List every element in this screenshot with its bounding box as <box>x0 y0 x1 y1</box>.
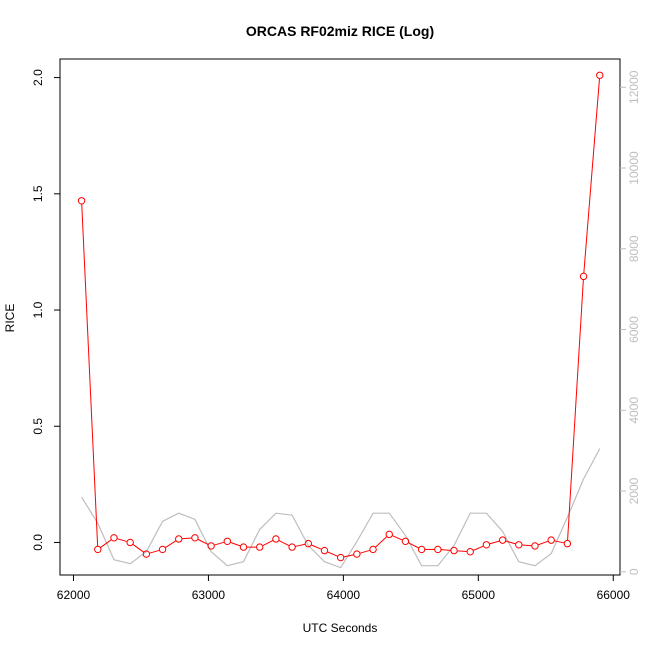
series-left-point-21 <box>417 545 426 554</box>
y-axis-label: RICE <box>3 304 17 333</box>
y2-tick-label-1: 2000 <box>627 477 641 504</box>
series-left-point-20 <box>401 537 410 545</box>
y-axis-right: 0 2000 4000 6000 8000 10000 12000 <box>620 70 641 575</box>
chart-title: ORCAS RF02miz RICE (Log) <box>246 23 434 39</box>
series-left-point-24 <box>466 548 474 556</box>
y2-tick-label-3: 6000 <box>627 316 641 343</box>
y-axis-left: 0.0 0.5 1.0 1.5 2.0 <box>31 69 60 551</box>
series-left-segment-7 <box>197 538 209 545</box>
x-tick-label-3: 65000 <box>462 588 496 602</box>
series-left-segment-31 <box>583 78 601 274</box>
x-tick-label-4: 66000 <box>597 588 631 602</box>
series-left-segment-6 <box>181 537 192 540</box>
y-tick-label-2: 1.0 <box>31 301 45 318</box>
series-left-segment-20 <box>408 542 420 549</box>
series-left-point-22 <box>434 545 442 554</box>
series-left-point-14 <box>304 539 312 548</box>
series-left-point-4 <box>142 550 151 558</box>
series-left-segment-11 <box>262 539 274 547</box>
x-tick-label-1: 63000 <box>192 588 226 602</box>
series-left-point-28 <box>531 542 539 550</box>
series-left-point-32 <box>596 71 604 79</box>
x-tick-label-0: 62000 <box>57 588 91 602</box>
series-left-segment-9 <box>230 541 241 547</box>
series-left-point-30 <box>563 539 572 548</box>
x-axis-label: UTC Seconds <box>303 621 378 635</box>
series-left-segment-23 <box>457 550 468 553</box>
series-left-segment-12 <box>278 539 290 547</box>
series-left-point-1 <box>94 545 102 554</box>
series-left-segment-19 <box>391 535 403 541</box>
series-left-point-3 <box>126 538 134 547</box>
series-left-point-9 <box>223 537 232 545</box>
y-tick-label-3: 1.5 <box>31 185 45 202</box>
series-left-point-11 <box>256 543 264 551</box>
series-left-segment-15 <box>327 551 338 557</box>
series-left-point-12 <box>272 535 280 543</box>
series-left-segment-30 <box>567 279 584 541</box>
series-left-point-29 <box>547 536 555 544</box>
series-left-point-6 <box>175 535 183 543</box>
series-left-point-2 <box>110 534 118 542</box>
y2-tick-label-4: 8000 <box>627 235 641 262</box>
series-left-point-16 <box>336 553 345 562</box>
series-left-segment-3 <box>132 543 145 553</box>
series-left-segment-5 <box>164 540 177 549</box>
series-left-segment-16 <box>343 554 354 558</box>
y-tick-label-1: 0.5 <box>31 418 45 435</box>
series-left-point-15 <box>320 546 329 555</box>
x-axis: 62000 63000 64000 65000 66000 <box>57 575 630 602</box>
series-left-segment-14 <box>311 544 322 550</box>
series-left-segment-8 <box>214 541 225 546</box>
series-left-point-13 <box>288 543 296 551</box>
series-left-point-23 <box>450 546 458 555</box>
series-left-point-19 <box>385 530 393 539</box>
series-left-point-8 <box>207 542 215 550</box>
plot-frame <box>59 58 621 576</box>
series-left-segment-27 <box>521 544 532 547</box>
series-left-point-27 <box>515 541 523 549</box>
series-left-segment-24 <box>472 545 484 551</box>
series-left-segment-26 <box>505 540 516 545</box>
series-left-point-0 <box>77 197 86 205</box>
series-left-point-31 <box>579 272 588 281</box>
series-left-point-18 <box>369 545 377 554</box>
series-left-segment-22 <box>440 549 451 551</box>
series-left-segment-25 <box>489 540 500 545</box>
y-tick-label-0: 0.0 <box>31 534 45 551</box>
series-left-segment-4 <box>149 549 160 554</box>
series-left-segment-2 <box>116 538 128 543</box>
y2-tick-label-2: 4000 <box>627 397 641 424</box>
series-left-segment-28 <box>537 540 549 546</box>
series-left-point-17 <box>353 550 361 558</box>
x-tick-label-2: 64000 <box>327 588 361 602</box>
series-right-line <box>81 448 601 569</box>
series-left-segment-18 <box>375 536 388 548</box>
y2-tick-label-0: 0 <box>627 568 641 575</box>
series-left-segment-0 <box>81 203 99 547</box>
y2-tick-label-5: 10000 <box>627 151 641 185</box>
series-left-point-26 <box>498 536 507 544</box>
series-left-point-7 <box>191 534 199 542</box>
series-left-point-5 <box>158 545 167 554</box>
series-left-segment-1 <box>100 539 112 548</box>
series-left-point-10 <box>239 543 248 551</box>
series-left-segment-13 <box>295 543 306 547</box>
series-left-segment-29 <box>554 540 565 544</box>
y-tick-label-4: 2.0 <box>31 69 45 86</box>
series-left-point-25 <box>482 541 491 549</box>
series-layer <box>77 71 604 569</box>
y2-tick-label-6: 12000 <box>627 70 641 104</box>
series-left-segment-17 <box>359 549 371 554</box>
